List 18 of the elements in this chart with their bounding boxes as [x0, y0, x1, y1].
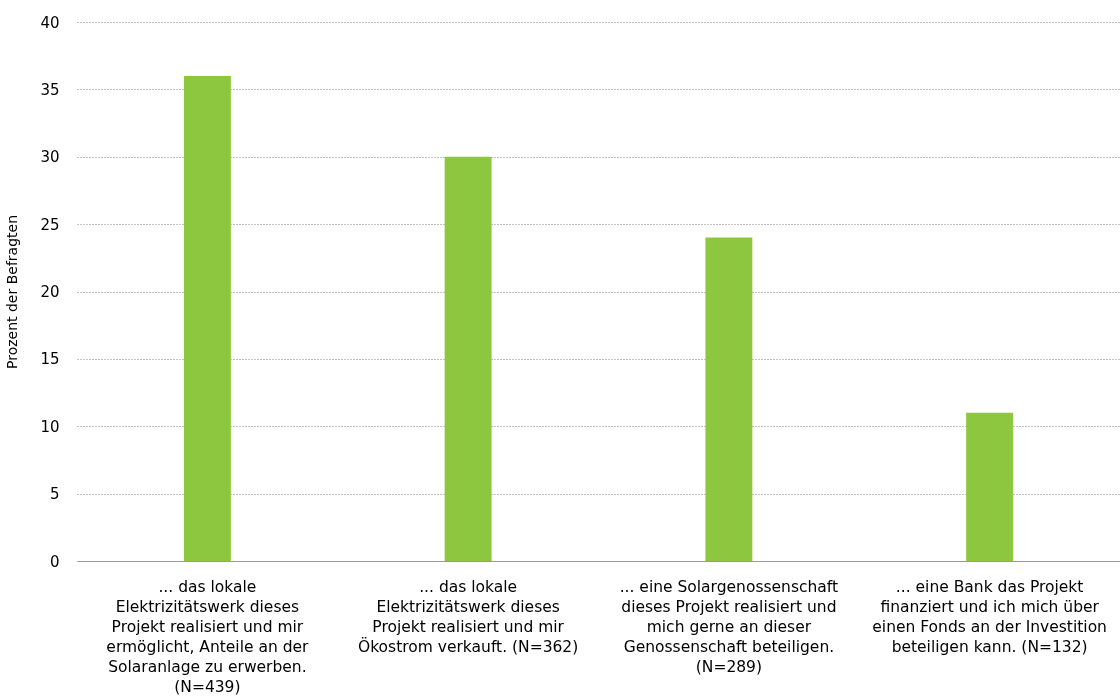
bar	[183, 75, 231, 561]
y-tick-label: 25	[40, 215, 60, 234]
x-tick-label: ... eine Solargenossenschaft dieses Projekt realisiert und mich gerne an dieser Genossenschaft beteiligen. (N=289)	[619, 577, 839, 676]
y-axis-title: Prozent der Befragten	[4, 214, 21, 370]
bar	[444, 156, 492, 561]
bar	[705, 237, 753, 561]
y-tick-label: 20	[40, 283, 60, 301]
y-tick-label: 5	[49, 485, 60, 504]
x-tick-label: ... eine Bank das Projekt finanziert und ich mich über einen Fonds an der Investition beteiligen kann. (N=132)	[872, 577, 1107, 656]
y-tick-label: 30	[40, 148, 60, 167]
x-tick-label: ... das lokale Elektrizitätswerk dieses Projekt realisiert und mir Ökostrom verkauft. (N=362)	[357, 577, 579, 656]
y-tick-label: 40	[40, 13, 60, 32]
y-tick-label: 35	[40, 80, 60, 99]
y-tick-label: 15	[40, 350, 60, 369]
y-tick-label: 10	[40, 417, 60, 436]
y-tick-label: 0	[49, 552, 60, 571]
x-tick-label: ... das lokale Elektrizitätswerk dieses Projekt realisiert und mir ermöglicht, Anteile an der Solaranlage zu erwerben. (N=439)	[106, 577, 310, 696]
bar	[966, 412, 1014, 561]
